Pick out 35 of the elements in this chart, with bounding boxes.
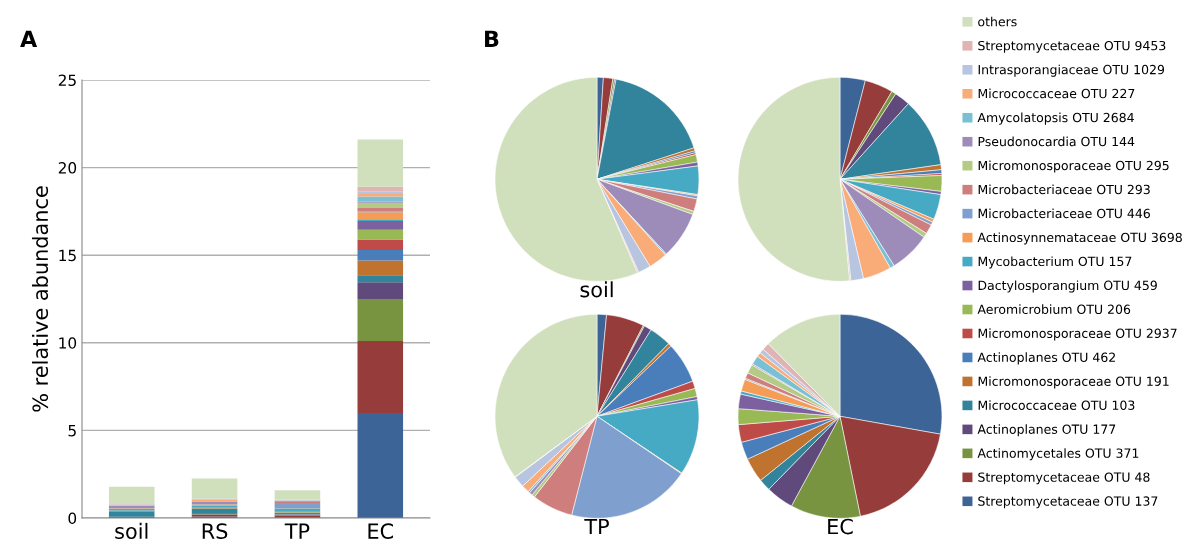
legend-label: Streptomycetaceae OTU 137 [978,496,1158,509]
y-tick-label: 10 [59,337,77,349]
text: A [20,30,38,47]
y-tick-label: 15 [59,249,76,262]
text: B [485,30,499,47]
legend-label: Mycobacterium OTU 157 [978,256,1132,269]
legend-label: Micrococcaceae OTU 103 [978,400,1135,410]
legend-label: Intrasporangiaceae OTU 1029 [978,64,1165,77]
legend-label: Dactylosporangium OTU 459 [978,280,1157,293]
legend-label: others [978,16,1017,27]
legend-label: Micromonosporaceae OTU 2937 [978,328,1177,341]
legend-label: Micrococcaceae OTU 227 [978,88,1135,99]
legend-label: Actinomycetales OTU 371 [977,448,1139,461]
legend-label: Actinosynnemataceae OTU 3698 [977,232,1182,245]
y-tick-label: 0 [68,512,77,525]
x-tick-label: TP [284,523,310,539]
legend-label: Amycolatopsis OTU 2684 [977,112,1134,125]
legend-label: Actinoplanes OTU 462 [977,352,1115,365]
x-tick-label: EC [368,523,394,539]
legend-label: Aeromicrobium OTU 206 [977,304,1131,315]
legend-label: Microbacteriaceae OTU 446 [978,208,1150,219]
x-tick-label: RS [202,523,228,539]
legend-label: Micromonosporaceae OTU 295 [978,160,1169,173]
legend-label: Streptomycetaceae OTU 9453 [978,40,1166,53]
legend-label: Actinoplanes OTU 177 [977,424,1116,437]
legend-label: Micromonosporaceae OTU 191 [978,376,1169,389]
legend-label: Streptomycetaceae OTU 48 [978,472,1150,485]
x-tick-label: soil [115,522,148,539]
text: soil [580,281,613,298]
y-axis-title: % relative abundance [31,186,49,412]
legend-label: Pseudonocardia OTU 144 [978,136,1135,147]
legend-label: Microbacteriaceae OTU 293 [978,184,1150,195]
y-tick-label: 5 [68,425,76,437]
y-tick-label: 25 [58,74,76,87]
y-tick-label: 20 [58,162,77,174]
